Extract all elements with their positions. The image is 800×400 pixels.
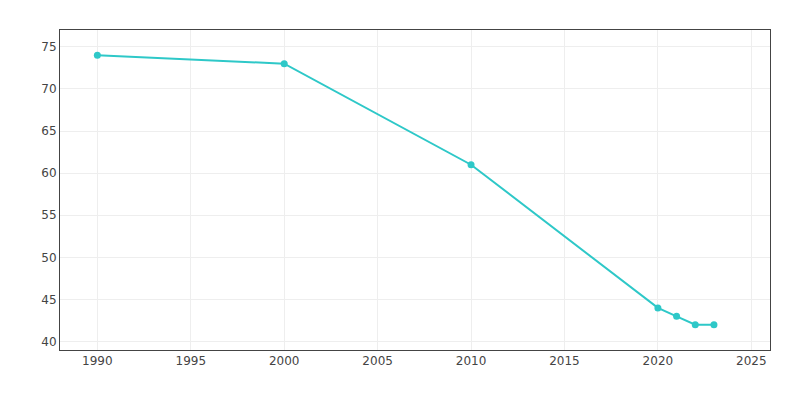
svg-text:75: 75 bbox=[41, 40, 56, 54]
svg-text:60: 60 bbox=[41, 166, 56, 180]
svg-text:2010: 2010 bbox=[456, 354, 487, 368]
svg-text:40: 40 bbox=[41, 335, 56, 349]
svg-text:1990: 1990 bbox=[82, 354, 113, 368]
svg-text:45: 45 bbox=[41, 293, 56, 307]
svg-text:55: 55 bbox=[41, 208, 56, 222]
svg-text:1995: 1995 bbox=[176, 354, 207, 368]
svg-text:65: 65 bbox=[41, 124, 56, 138]
svg-text:50: 50 bbox=[41, 251, 56, 265]
svg-text:2000: 2000 bbox=[269, 354, 300, 368]
svg-text:2025: 2025 bbox=[736, 354, 767, 368]
svg-text:2015: 2015 bbox=[549, 354, 580, 368]
svg-text:70: 70 bbox=[41, 82, 56, 96]
svg-text:2005: 2005 bbox=[362, 354, 393, 368]
svg-text:2020: 2020 bbox=[643, 354, 674, 368]
